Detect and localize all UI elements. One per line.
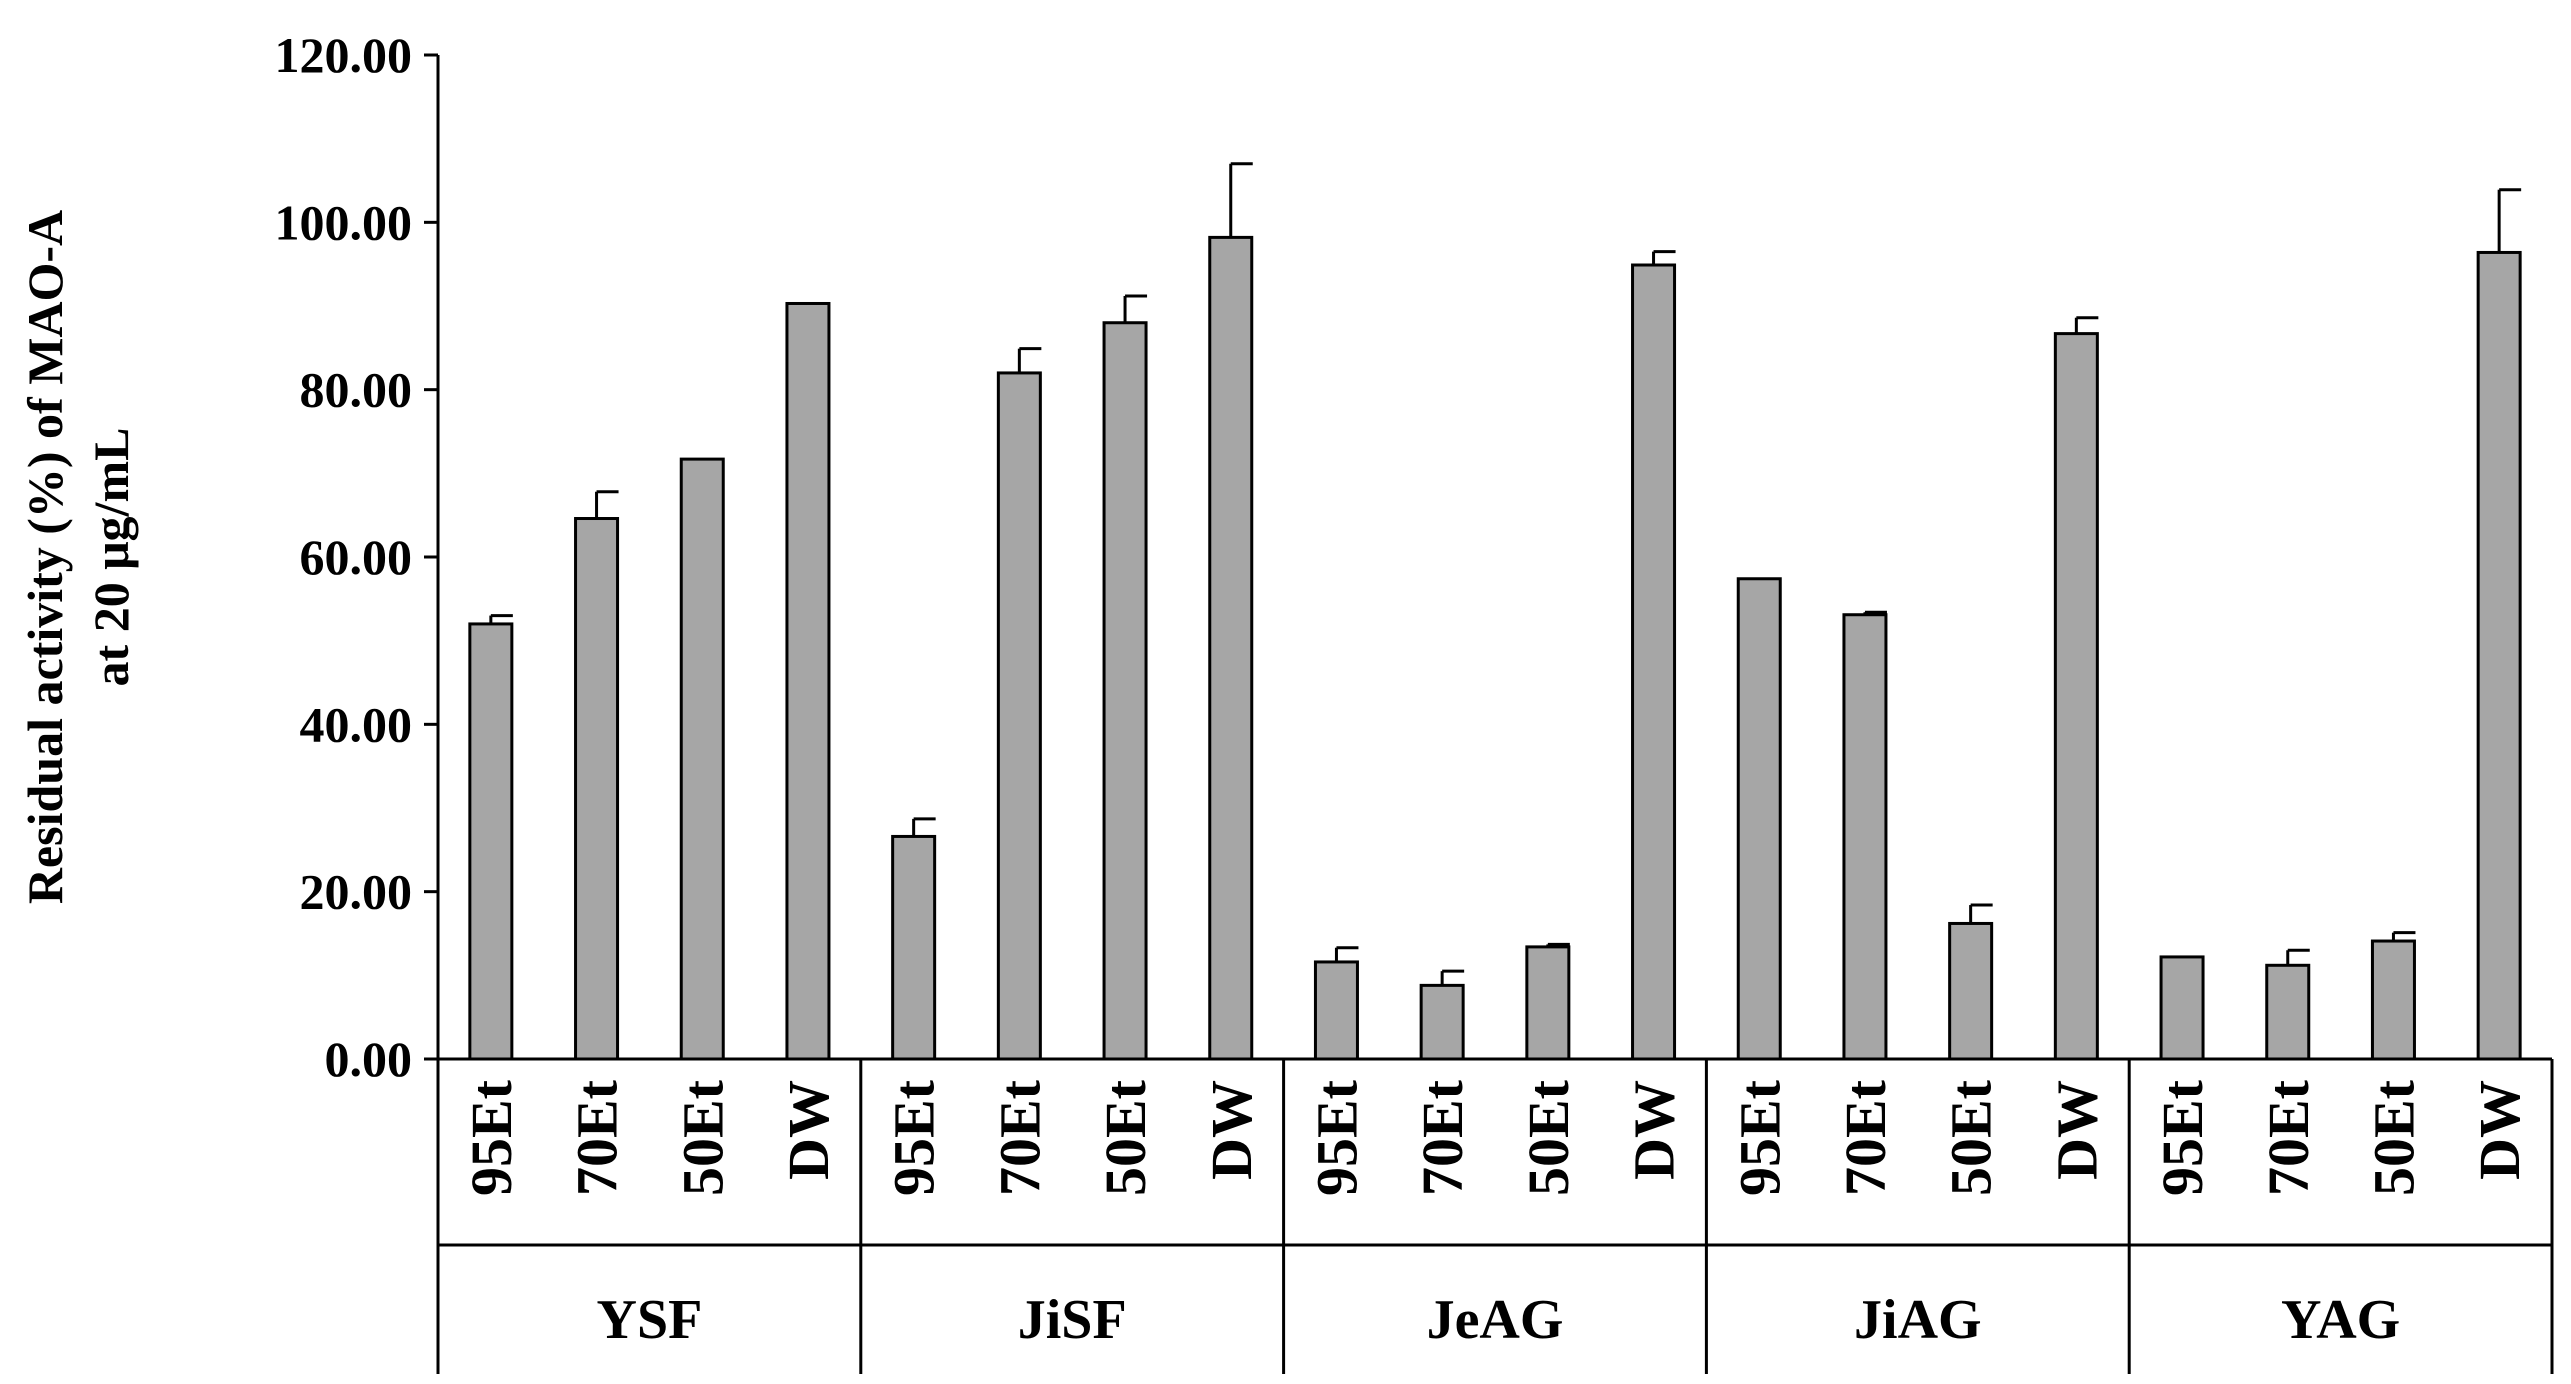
y-tick-label: 20.00 bbox=[300, 864, 413, 920]
category-label: DW bbox=[1199, 1080, 1264, 1180]
category-label: 70Et bbox=[987, 1079, 1052, 1196]
category-label: DW bbox=[1622, 1080, 1687, 1180]
category-label: DW bbox=[2467, 1080, 2532, 1180]
group-label: JiAG bbox=[1854, 1289, 1982, 1351]
category-label: 95Et bbox=[1304, 1079, 1369, 1196]
bar bbox=[1525, 945, 1571, 1061]
bar bbox=[1631, 263, 1677, 1061]
category-label: 50Et bbox=[1939, 1079, 2004, 1196]
category-label: 95Et bbox=[459, 1079, 524, 1196]
bar bbox=[1736, 577, 1782, 1061]
bar bbox=[574, 517, 620, 1061]
bar bbox=[785, 301, 831, 1061]
bar bbox=[468, 622, 514, 1061]
group-label: YAG bbox=[2281, 1289, 2400, 1351]
bar bbox=[2159, 955, 2205, 1061]
bar bbox=[2053, 332, 2099, 1061]
category-label: 50Et bbox=[2361, 1079, 2426, 1196]
bar bbox=[2265, 963, 2311, 1061]
bar bbox=[2370, 939, 2416, 1061]
category-label: 70Et bbox=[1833, 1079, 1898, 1196]
bar bbox=[1842, 613, 1888, 1061]
bar bbox=[1948, 921, 1994, 1061]
category-label: 95Et bbox=[1727, 1079, 1792, 1196]
bar bbox=[1208, 235, 1254, 1061]
category-label: 70Et bbox=[2256, 1079, 2321, 1196]
y-tick-label: 60.00 bbox=[300, 529, 413, 585]
category-label: 70Et bbox=[1410, 1079, 1475, 1196]
category-label: 95Et bbox=[882, 1079, 947, 1196]
bar bbox=[2476, 250, 2522, 1061]
category-label: 50Et bbox=[1516, 1079, 1581, 1196]
y-axis-title-line: at 20 μg/mL bbox=[83, 428, 139, 687]
category-label: 95Et bbox=[2150, 1079, 2215, 1196]
bar bbox=[996, 371, 1042, 1061]
group-label: YSF bbox=[597, 1289, 703, 1351]
y-axis: 0.00 20.00 40.00 60.00 80.00 100.00 120.00 bbox=[275, 27, 440, 1087]
bars bbox=[468, 162, 2522, 1061]
y-tick-label: 80.00 bbox=[300, 362, 413, 418]
x-axis: 95Et 70Et 50Et DW YSF 95Et 70Et 50Et DW JiSF 95Et 7… bbox=[436, 1057, 2554, 1374]
category-label: 50Et bbox=[1093, 1079, 1158, 1196]
bar bbox=[679, 457, 725, 1061]
category-label: DW bbox=[2044, 1080, 2109, 1180]
y-tick-label: 40.00 bbox=[300, 696, 413, 752]
y-axis-label: Residual activity (%) of MAO-A at 20 μg/m… bbox=[17, 210, 139, 904]
category-label: DW bbox=[776, 1080, 841, 1180]
y-tick-label: 100.00 bbox=[275, 194, 413, 250]
bar bbox=[891, 834, 937, 1061]
bar bbox=[1313, 960, 1359, 1061]
group-label: JeAG bbox=[1427, 1289, 1564, 1351]
y-tick-label: 0.00 bbox=[325, 1031, 413, 1087]
y-axis-title-line: Residual activity (%) of MAO-A bbox=[17, 210, 73, 904]
bar bbox=[1102, 321, 1148, 1061]
group-label: JiSF bbox=[1018, 1289, 1127, 1351]
category-label: 70Et bbox=[565, 1079, 630, 1196]
bar bbox=[1419, 983, 1465, 1061]
category-label: 50Et bbox=[670, 1079, 735, 1196]
y-tick-label: 120.00 bbox=[275, 27, 413, 83]
